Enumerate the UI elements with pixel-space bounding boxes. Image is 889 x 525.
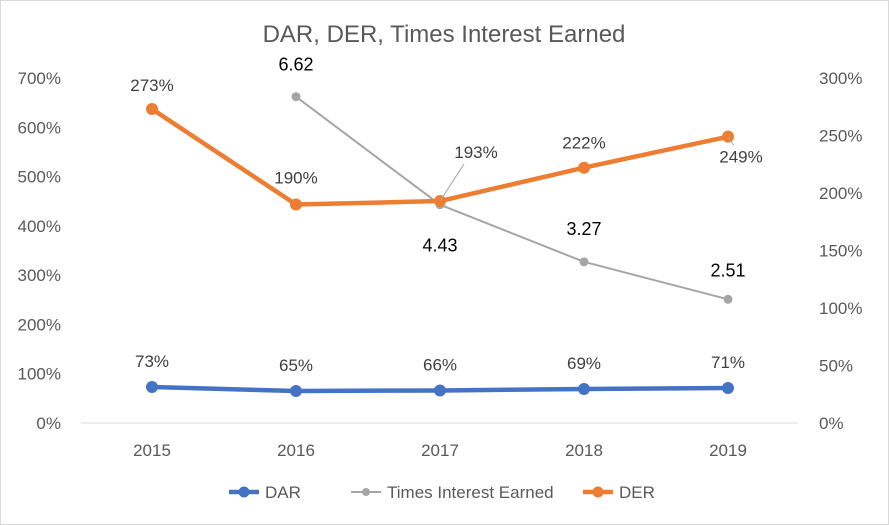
der-data-label: 249%	[719, 148, 762, 167]
leader-lines	[439, 136, 735, 202]
legend-der-label: DER	[619, 483, 655, 502]
right-axis-tick-label: 200%	[819, 184, 862, 203]
der-marker	[578, 161, 590, 174]
left-axis-tick-label: 200%	[18, 315, 61, 334]
x-axis-tick-label: 2016	[277, 441, 315, 460]
left-axis-tick-label: 500%	[18, 168, 61, 187]
der-marker	[290, 198, 302, 211]
dar-data-label: 69%	[567, 354, 601, 373]
dar-marker	[434, 384, 446, 397]
right-axis-tick-label: 150%	[819, 242, 862, 261]
legend: DAR Times Interest Earned DER	[229, 483, 655, 502]
times-interest-earned-data-label: 3.27	[566, 219, 601, 239]
der-2017-leader-line	[439, 163, 465, 202]
legend-times-interest-earned-swatch-marker	[362, 488, 370, 496]
times-interest-earned-line	[295, 95, 729, 301]
x-axis-ticks: 2015 2016 2017 2018 2019	[133, 441, 747, 460]
times-interest-earned-data-label: 4.43	[422, 236, 457, 256]
series-lines	[146, 92, 734, 397]
times-interest-earned-marker	[291, 92, 301, 102]
right-axis-tick-label: 300%	[819, 69, 862, 88]
legend-der-swatch-marker	[592, 486, 604, 498]
left-axis-tick-label: 600%	[18, 118, 61, 137]
left-axis-ticks: 0% 100% 200% 300% 400% 500% 600% 700%	[18, 69, 61, 433]
right-axis-tick-label: 0%	[819, 414, 844, 433]
right-axis-tick-label: 250%	[819, 127, 862, 146]
data-labels: 73% 65% 66% 69% 71% 6.62 4.43 3.27 2.51 273% 190% 1…	[130, 55, 762, 375]
chart-title: DAR, DER, Times Interest Earned	[263, 21, 626, 48]
der-2019-leader-line	[727, 136, 735, 146]
legend-dar-swatch-marker	[238, 486, 250, 498]
dar-marker	[146, 381, 158, 394]
times-interest-earned-marker	[723, 294, 733, 304]
dar-data-label: 71%	[711, 353, 745, 372]
left-axis-tick-label: 700%	[18, 69, 61, 88]
dar-marker	[290, 384, 302, 397]
legend-times-interest-earned-label: Times Interest Earned	[387, 483, 554, 502]
der-marker	[146, 103, 158, 116]
x-axis-tick-label: 2019	[709, 441, 747, 460]
right-axis-tick-label: 100%	[819, 299, 862, 318]
der-data-label: 190%	[274, 169, 317, 188]
times-interest-earned-marker	[579, 257, 589, 267]
x-axis-tick-label: 2015	[133, 441, 171, 460]
dar-marker	[722, 382, 734, 395]
dar-data-label: 73%	[135, 352, 169, 371]
times-interest-earned-data-label: 2.51	[710, 260, 745, 280]
right-axis-tick-label: 50%	[819, 357, 853, 376]
dar-data-label: 66%	[423, 355, 457, 374]
dar-data-label: 65%	[279, 356, 313, 375]
left-axis-tick-label: 0%	[36, 414, 61, 433]
left-axis-tick-label: 300%	[18, 266, 61, 285]
right-axis-ticks: 0% 50% 100% 150% 200% 250% 300%	[819, 69, 862, 433]
times-interest-earned-data-label: 6.62	[278, 55, 313, 75]
der-line	[149, 106, 731, 207]
x-axis-tick-label: 2018	[565, 441, 603, 460]
der-data-label: 193%	[454, 143, 497, 162]
left-axis-tick-label: 100%	[18, 365, 61, 384]
left-axis-tick-label: 400%	[18, 217, 61, 236]
dar-marker	[578, 382, 590, 395]
x-axis-tick-label: 2017	[421, 441, 459, 460]
der-data-label: 273%	[130, 76, 173, 95]
der-data-label: 222%	[562, 134, 605, 153]
legend-dar-label: DAR	[265, 483, 301, 502]
